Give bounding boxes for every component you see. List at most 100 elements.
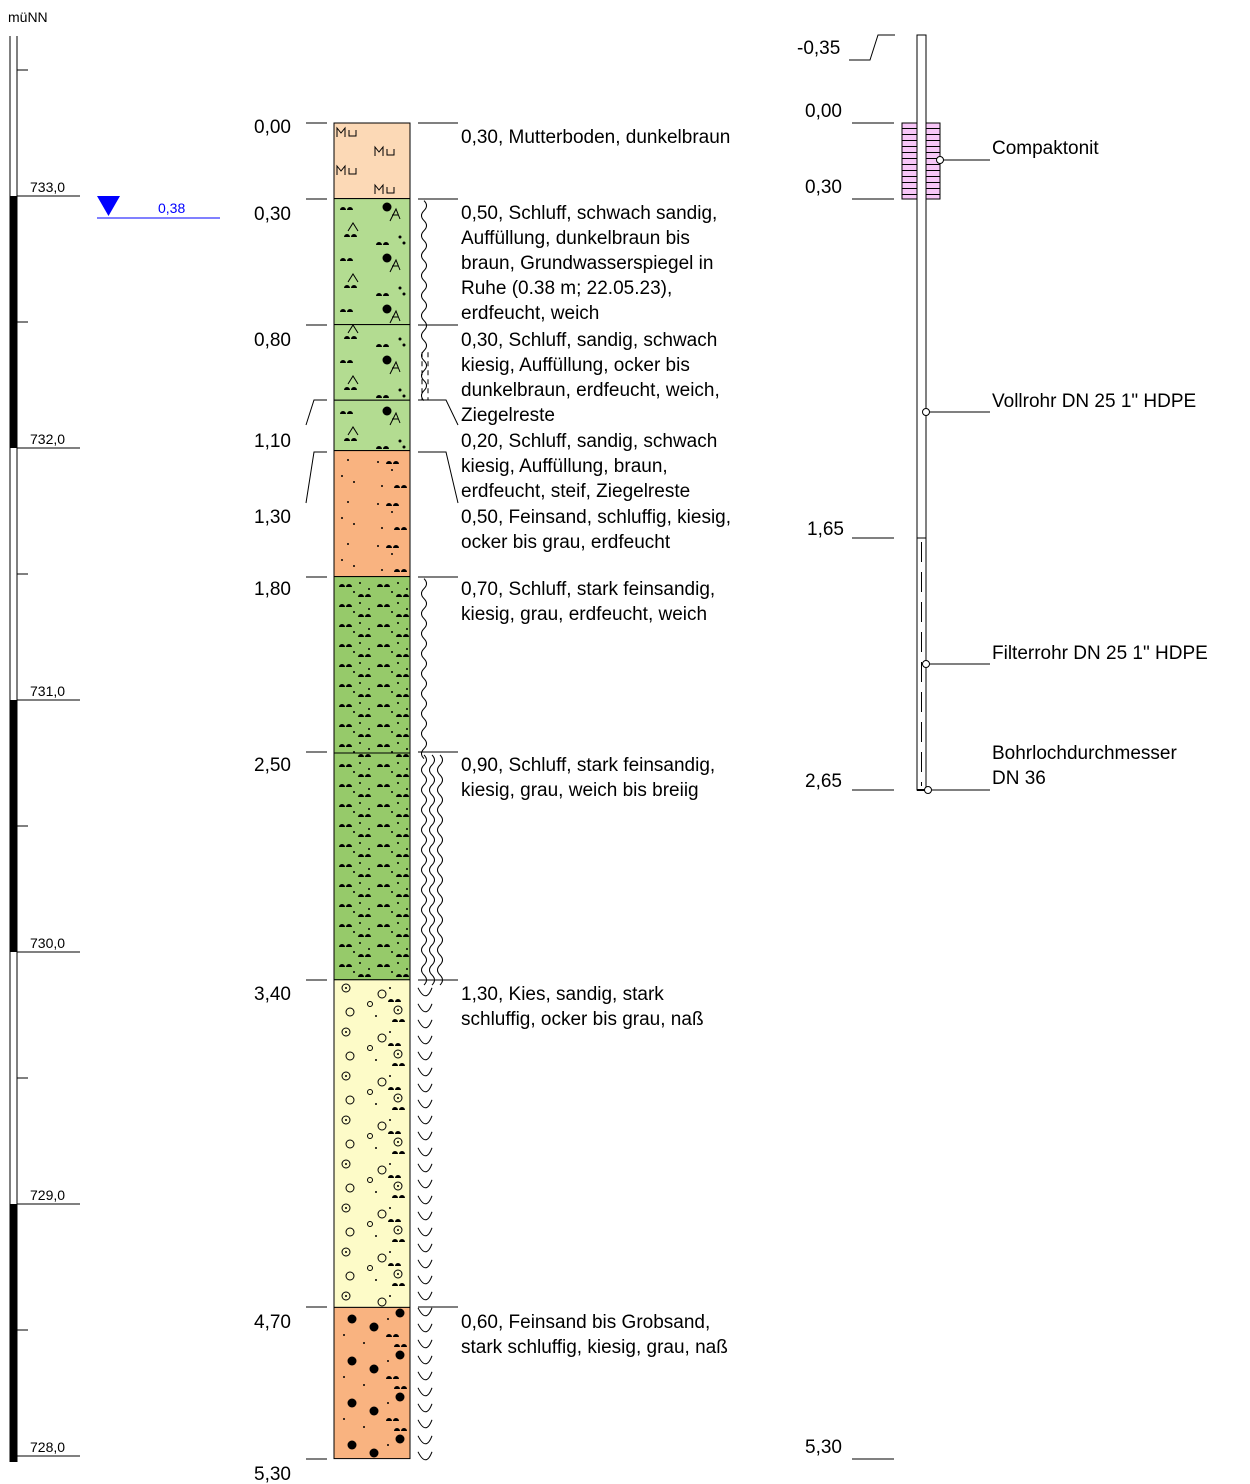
well-top-label: -0,35 <box>797 38 840 59</box>
layer-2-description-line: Auffüllung, dunkelbraun bis <box>461 228 690 249</box>
borehole-bottom-label: 2,65 <box>805 771 842 792</box>
wet-symbol <box>417 1371 433 1381</box>
elevation-label: 732,0 <box>30 431 65 447</box>
casing-label: Vollrohr DN 25 1" HDPE <box>992 391 1196 412</box>
soft-consistency-symbol <box>421 200 427 401</box>
layer-2-description-line: braun, Grundwasserspiegel in <box>461 253 713 274</box>
layer-4-description-line: 0,20, Schluff, sandig, schwach <box>461 431 717 452</box>
layer-5-pattern <box>334 450 410 577</box>
wet-symbol <box>417 1019 433 1029</box>
elevation-label: 729,0 <box>30 1187 65 1203</box>
layer-6-description-line: 0,70, Schluff, stark feinsandig, <box>461 579 715 600</box>
layer-7-depth-label: 2,50 <box>254 755 291 776</box>
very-soft-consistency-symbol <box>421 754 427 986</box>
wet-symbol <box>417 1259 433 1269</box>
layer-9-description-line: stark schluffig, kiesig, grau, naß <box>461 1337 728 1358</box>
layer-3-description-line: kiesig, Auffüllung, ocker bis <box>461 355 690 376</box>
wet-symbol <box>417 1387 433 1397</box>
elevation-label: 731,0 <box>30 683 65 699</box>
wet-symbol <box>417 1147 433 1157</box>
layer-7-description-line: kiesig, grau, weich bis breiig <box>461 780 699 801</box>
layer-9-depth-label: 4,70 <box>254 1312 291 1333</box>
layer-3-description-line: Ziegelreste <box>461 405 555 426</box>
elevation-scale: 733,0 732,0 731,0 730,0 729,0 728,0 <box>9 36 80 1462</box>
borehole-label-line2: DN 36 <box>992 768 1046 789</box>
very-soft-consistency-symbol <box>429 754 435 986</box>
groundwater-depth-label: 0,38 <box>158 200 185 216</box>
wet-symbol <box>417 1403 433 1413</box>
scale-band <box>10 196 17 448</box>
wet-symbol <box>417 1163 433 1173</box>
wet-symbol <box>417 1051 433 1061</box>
layer-1-depth-label: 0,00 <box>254 117 291 138</box>
layer-4-pattern <box>334 400 410 451</box>
wet-symbol <box>417 1275 433 1285</box>
wet-symbol <box>417 1307 433 1317</box>
layer-9-description-line: 0,60, Feinsand bis Grobsand, <box>461 1312 710 1333</box>
unit-label: müNN <box>8 9 48 25</box>
layer-5-description-line: 0,50, Feinsand, schluffig, kiesig, <box>461 507 731 528</box>
layer-4-description-line: kiesig, Auffüllung, braun, <box>461 456 668 477</box>
wet-symbol <box>417 1211 433 1221</box>
wet-symbol <box>417 1339 433 1349</box>
scale-band <box>10 1204 17 1462</box>
groundwater-triangle-icon <box>97 196 120 216</box>
elevation-label: 730,0 <box>30 935 65 951</box>
layer-2-pattern <box>334 198 410 325</box>
layer-8-depth-label: 3,40 <box>254 984 291 1005</box>
well-construction: -0,35 0,00 0,30 1,65 2,65 5,30 Compakton… <box>797 34 1208 1460</box>
layer-5-depth-label: 1,30 <box>254 507 291 528</box>
wet-symbol <box>417 1435 433 1445</box>
seal-label: Compaktonit <box>992 138 1099 159</box>
casing-bottom-label: 1,65 <box>807 519 844 540</box>
layer-3-pattern <box>334 324 410 401</box>
layer-2-description-line: Ruhe (0.38 m; 22.05.23), <box>461 278 672 299</box>
layer-6-description-line: kiesig, grau, erdfeucht, weich <box>461 604 707 625</box>
layer-4-depth-label: 1,10 <box>254 431 291 452</box>
wet-symbol <box>417 1083 433 1093</box>
groundwater-marker: 0,38 <box>97 196 220 219</box>
wet-symbol <box>417 1227 433 1237</box>
soil-column <box>333 122 411 1460</box>
wet-symbol <box>417 1355 433 1365</box>
layer-3-depth-label: 0,80 <box>254 330 291 351</box>
wet-symbol <box>417 1115 433 1125</box>
layer-5-left-leader <box>305 451 327 504</box>
scale-band <box>10 700 17 952</box>
layer-1-pattern <box>334 123 410 199</box>
wet-symbol <box>417 1035 433 1045</box>
layer-8-description-line: 1,30, Kies, sandig, stark <box>461 984 664 1005</box>
layer-7-pattern <box>334 753 410 980</box>
layer-2-description-line: erdfeucht, weich <box>461 303 599 324</box>
layer-5-description-line: ocker bis grau, erdfeucht <box>461 532 671 553</box>
wet-symbol <box>417 1323 433 1333</box>
seal-bottom-label: 0,30 <box>805 177 842 198</box>
layer-7-description-line: 0,90, Schluff, stark feinsandig, <box>461 755 715 776</box>
layer-2-depth-label: 0,30 <box>254 204 291 225</box>
layer-4-description-line: erdfeucht, steif, Ziegelreste <box>461 481 690 502</box>
seal-top-label: 0,00 <box>805 101 842 122</box>
consistency-symbols <box>417 200 443 1461</box>
wet-symbol <box>417 1003 433 1013</box>
wet-symbol <box>417 1099 433 1109</box>
layer-4-right-leader <box>418 399 459 426</box>
wet-symbol <box>417 1291 433 1301</box>
screen-label: Filterrohr DN 25 1" HDPE <box>992 643 1208 664</box>
wet-symbol <box>417 1451 433 1461</box>
soft-consistency-symbol <box>421 578 427 759</box>
elevation-label: 733,0 <box>30 179 65 195</box>
wet-symbol <box>417 1131 433 1141</box>
borehole-label-line1: Bohrlochdurchmesser <box>992 743 1177 764</box>
layer-labels: 0,00 0,30, Mutterboden, dunkelbraun 0,30 0,… <box>254 117 731 1358</box>
well-final-label: 5,30 <box>805 1437 842 1458</box>
layer-1-description-line: 0,30, Mutterboden, dunkelbraun <box>461 127 730 148</box>
wet-symbol <box>417 1179 433 1189</box>
layer-4-left-leader <box>305 399 327 426</box>
layer-3-description-line: dunkelbraun, erdfeucht, weich, <box>461 380 720 401</box>
final-depth-label: 5,30 <box>254 1464 291 1484</box>
layer-6-depth-label: 1,80 <box>254 579 291 600</box>
layer-2-description-line: 0,50, Schluff, schwach sandig, <box>461 203 717 224</box>
layer-6-pattern <box>334 576 410 753</box>
wet-symbol <box>417 987 433 997</box>
